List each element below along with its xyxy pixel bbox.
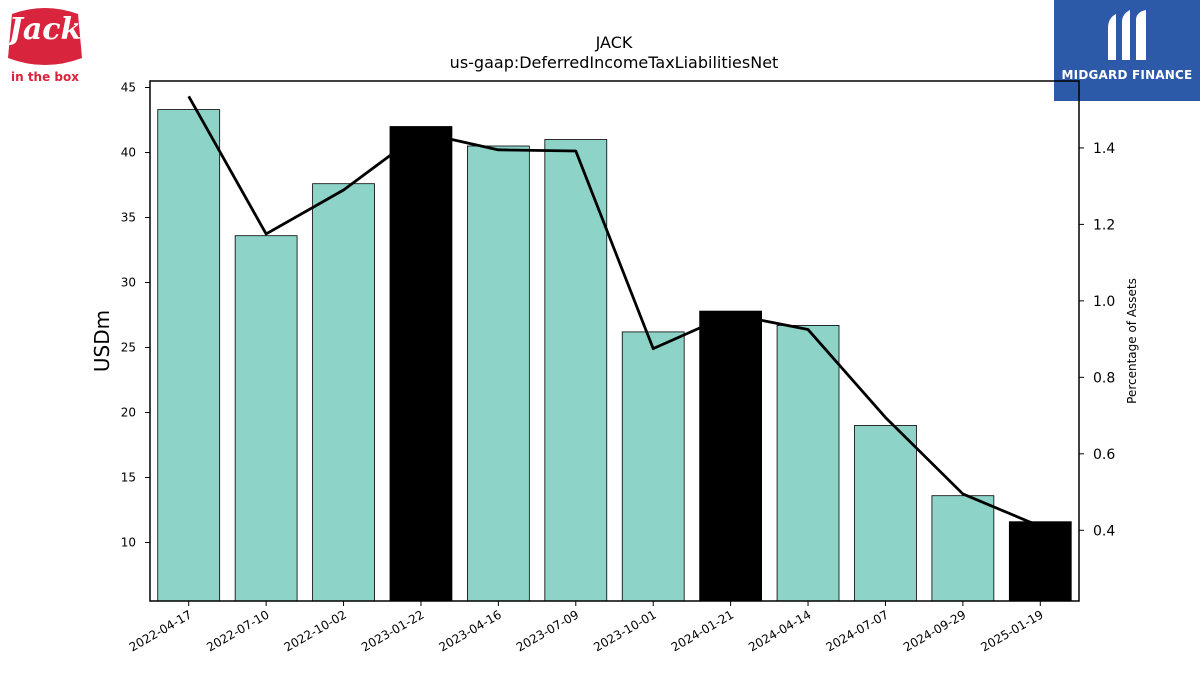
y2-tick-label-1.4: 1.4 [1093, 141, 1115, 157]
y-tick-label-10: 10 [121, 536, 136, 550]
bar-2024-09-29 [931, 495, 995, 602]
y2-tick-label-0.4: 0.4 [1093, 523, 1115, 539]
x-tick-label-2024-04-14: 2024-04-14 [746, 607, 813, 654]
x-tick-label-2023-01-22: 2023-01-22 [359, 607, 426, 654]
bar-2022-07-10 [234, 235, 298, 602]
x-tick-label-2022-10-02: 2022-10-02 [282, 607, 349, 654]
midgard-logo-text: MIDGARD FINANCE [1061, 68, 1193, 82]
y-tick-label-35: 35 [121, 211, 136, 225]
chart-subtitle: us-gaap:DeferredIncomeTaxLiabilitiesNet [450, 53, 779, 72]
bar-2023-07-09 [544, 139, 608, 602]
bar-2024-07-07 [854, 425, 917, 602]
y2-tick-label-0.6: 0.6 [1093, 447, 1115, 463]
y2-axis-label: Percentage of Assets [1125, 278, 1139, 404]
midgard-finance-logo: MIDGARD FINANCE [1054, 0, 1200, 101]
bar-2023-01-22 [389, 126, 453, 602]
bar-2025-01-19 [1008, 521, 1072, 602]
jack-logo-badge-icon [8, 8, 82, 65]
y-axis-label: USDm [90, 310, 114, 372]
x-tick-label-2024-01-21: 2024-01-21 [669, 607, 736, 654]
bar-2023-10-01 [621, 331, 685, 602]
x-tick-label-2023-10-01: 2023-10-01 [591, 607, 658, 654]
y2-tick-label-0.8: 0.8 [1093, 370, 1115, 386]
x-tick-label-2023-04-16: 2023-04-16 [436, 607, 503, 654]
x-tick-label-2024-07-07: 2024-07-07 [824, 607, 891, 654]
chart-title: JACK [595, 33, 633, 52]
y-tick-label-45: 45 [121, 81, 136, 95]
x-tick-label-2022-04-17: 2022-04-17 [127, 607, 194, 654]
jack-in-the-box-logo: Jack in the box [6, 6, 84, 88]
asset-percentage-line [187, 95, 1041, 528]
y-tick-label-20: 20 [121, 406, 136, 420]
plot-frame [149, 80, 1080, 602]
bar-2022-10-02 [312, 183, 375, 602]
x-tick-label-2024-09-29: 2024-09-29 [901, 607, 968, 654]
y-tick-label-40: 40 [121, 146, 136, 160]
bar-2023-04-16 [467, 145, 530, 602]
x-tick-label-2022-07-10: 2022-07-10 [204, 607, 271, 654]
y-tick-label-25: 25 [121, 341, 136, 355]
jack-logo-word: Jack [8, 12, 82, 47]
bar-2024-04-14 [776, 324, 840, 602]
bar-2024-01-21 [699, 310, 762, 602]
jack-logo-caption: in the box [10, 70, 79, 84]
y-tick-label-15: 15 [121, 471, 136, 485]
y2-tick-label-1.2: 1.2 [1093, 217, 1115, 233]
y2-tick-label-1.0: 1.0 [1093, 294, 1115, 310]
midgard-emblem-icon [1108, 10, 1146, 60]
x-tick-label-2023-07-09: 2023-07-09 [514, 607, 581, 654]
bar-2022-04-17 [157, 109, 221, 602]
y-tick-label-30: 30 [121, 276, 136, 290]
x-tick-label-2025-01-19: 2025-01-19 [978, 607, 1045, 654]
